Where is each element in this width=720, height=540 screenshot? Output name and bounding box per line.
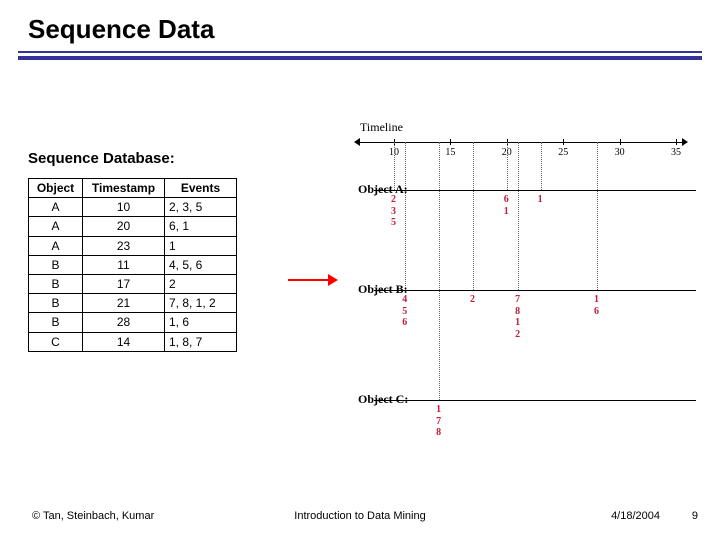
- timeline-event-items: 235: [391, 194, 396, 229]
- table-cell: 2, 3, 5: [165, 198, 237, 217]
- table-cell: 17: [83, 274, 165, 293]
- timeline-drop-line: [541, 142, 542, 190]
- timeline-drop-line: [405, 142, 406, 290]
- table-cell: C: [29, 332, 83, 351]
- timeline-tick: [563, 139, 564, 145]
- table-cell: B: [29, 294, 83, 313]
- table-cell: 10: [83, 198, 165, 217]
- table-cell: A: [29, 217, 83, 236]
- timeline-event-items: 61: [504, 194, 509, 217]
- timeline-row-line: [374, 190, 696, 191]
- slide-title: Sequence Data: [0, 0, 720, 51]
- table-cell: 20: [83, 217, 165, 236]
- table-cell: 4, 5, 6: [165, 255, 237, 274]
- table-cell: 1, 8, 7: [165, 332, 237, 351]
- section-subtitle: Sequence Database:: [28, 150, 175, 167]
- table-row: C141, 8, 7: [29, 332, 237, 351]
- timeline-row-line: [374, 290, 696, 291]
- footer-date: 4/18/2004: [611, 510, 660, 522]
- timeline-event-items: 7812: [515, 294, 520, 340]
- table-cell: 11: [83, 255, 165, 274]
- timeline-event-items: 16: [594, 294, 599, 317]
- table-cell: 21: [83, 294, 165, 313]
- table-cell: 6, 1: [165, 217, 237, 236]
- table-cell: 23: [83, 236, 165, 255]
- timeline-drop-line: [507, 142, 508, 190]
- timeline-tick: [676, 139, 677, 145]
- table-row: B281, 6: [29, 313, 237, 332]
- timeline-event-items: 1: [538, 194, 543, 206]
- table-row: A231: [29, 236, 237, 255]
- timeline-drop-line: [473, 142, 474, 290]
- table-cell: 28: [83, 313, 165, 332]
- timeline-tick-label: 35: [671, 147, 681, 158]
- timeline-drop-line: [439, 142, 440, 400]
- timeline-drop-line: [518, 142, 519, 290]
- timeline-event-items: 456: [402, 294, 407, 329]
- table-cell: A: [29, 198, 83, 217]
- table-row: B217, 8, 1, 2: [29, 294, 237, 313]
- table-cell: 1, 6: [165, 313, 237, 332]
- slide-footer: © Tan, Steinbach, Kumar Introduction to …: [0, 510, 720, 530]
- table-cell: B: [29, 255, 83, 274]
- table-cell: B: [29, 313, 83, 332]
- table-cell: B: [29, 274, 83, 293]
- timeline-tick: [620, 139, 621, 145]
- table-header: Timestamp: [83, 179, 165, 198]
- table-cell: 2: [165, 274, 237, 293]
- timeline-title: Timeline: [360, 120, 403, 135]
- timeline-tick: [450, 139, 451, 145]
- table-cell: 14: [83, 332, 165, 351]
- timeline-diagram: Timeline 101520253035 Object A:235611Obj…: [354, 120, 690, 440]
- footer-page-number: 9: [692, 510, 698, 522]
- table-row: A102, 3, 5: [29, 198, 237, 217]
- timeline-tick-label: 25: [558, 147, 568, 158]
- table-cell: A: [29, 236, 83, 255]
- timeline-tick-label: 30: [615, 147, 625, 158]
- table-header: Events: [165, 179, 237, 198]
- timeline-row-line: [374, 400, 696, 401]
- timeline-axis: [360, 142, 682, 143]
- timeline-tick-label: 15: [445, 147, 455, 158]
- timeline-event-items: 2: [470, 294, 475, 306]
- table-cell: 1: [165, 236, 237, 255]
- table-row: A206, 1: [29, 217, 237, 236]
- table-row: B114, 5, 6: [29, 255, 237, 274]
- timeline-drop-line: [394, 142, 395, 190]
- table-cell: 7, 8, 1, 2: [165, 294, 237, 313]
- timeline-drop-line: [597, 142, 598, 290]
- table-header: Object: [29, 179, 83, 198]
- table-row: B172: [29, 274, 237, 293]
- title-underline: [18, 51, 702, 60]
- timeline-event-items: 178: [436, 404, 441, 439]
- sequence-database-table: ObjectTimestampEvents A102, 3, 5A206, 1A…: [28, 178, 237, 352]
